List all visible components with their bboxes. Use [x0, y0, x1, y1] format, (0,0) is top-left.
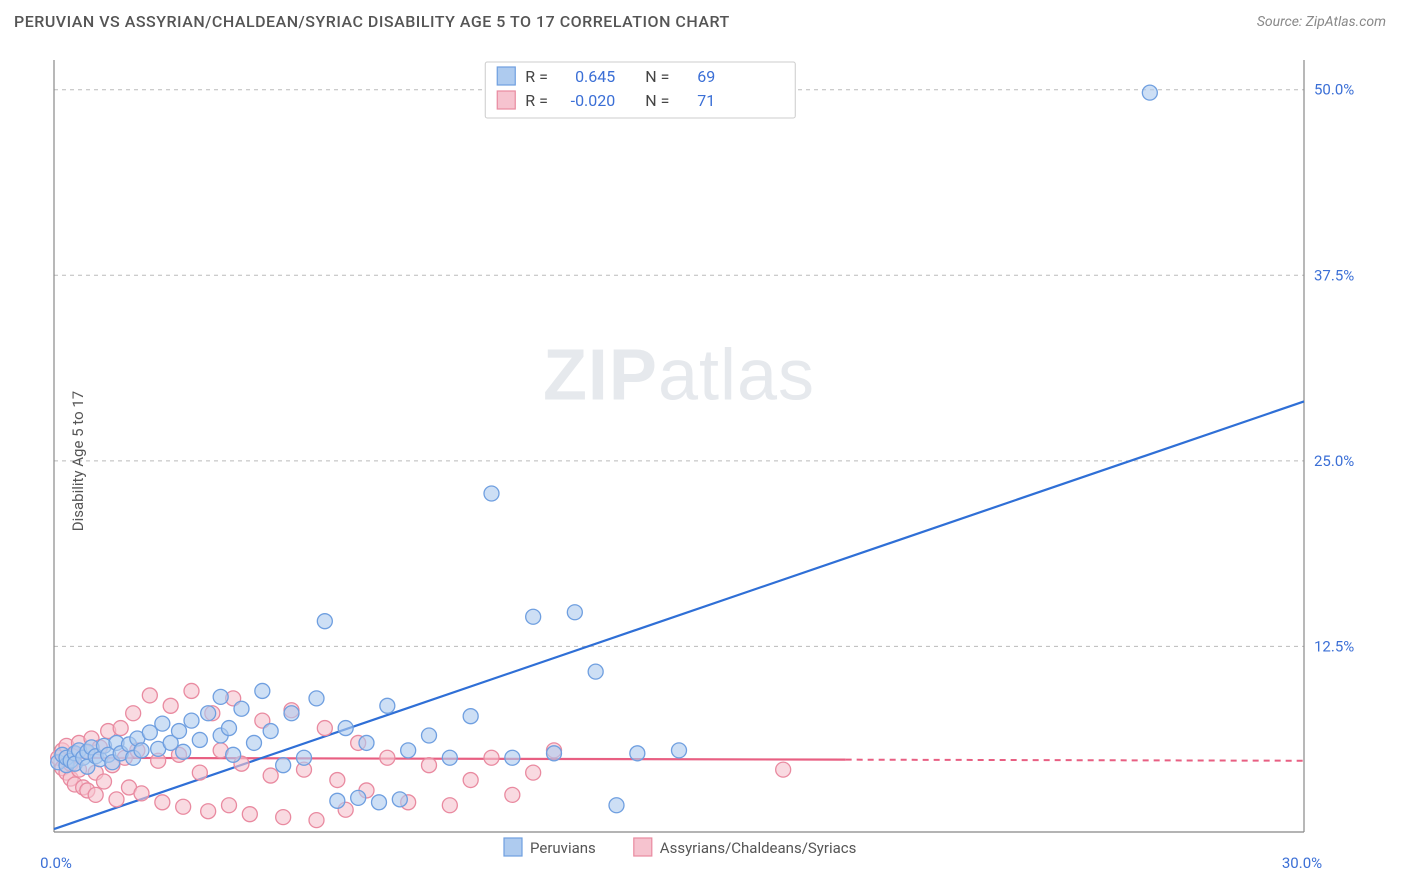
- data-point: [276, 758, 291, 773]
- data-point: [192, 732, 207, 747]
- legend-n-value: 69: [697, 67, 715, 86]
- legend-swatch: [634, 838, 652, 856]
- x-tick-label: 0.0%: [40, 854, 72, 872]
- data-point: [330, 793, 345, 808]
- legend-r-label: R =: [525, 67, 548, 86]
- data-point: [97, 774, 112, 789]
- data-point: [184, 683, 199, 698]
- data-point: [309, 691, 324, 706]
- data-point: [505, 787, 520, 802]
- data-point: [359, 735, 374, 750]
- data-point: [155, 795, 170, 810]
- legend-r-label: R =: [525, 91, 548, 110]
- data-point: [317, 721, 332, 736]
- data-point: [176, 744, 191, 759]
- data-point: [255, 683, 270, 698]
- data-point: [672, 743, 687, 758]
- data-point: [505, 750, 520, 765]
- data-point: [234, 701, 249, 716]
- chart-title: PERUVIAN VS ASSYRIAN/CHALDEAN/SYRIAC DIS…: [14, 12, 730, 31]
- legend-n-value: 71: [697, 91, 715, 110]
- data-point: [547, 746, 562, 761]
- legend-series-label: Peruvians: [530, 839, 596, 857]
- data-point: [134, 743, 149, 758]
- data-point: [126, 706, 141, 721]
- data-point: [1142, 85, 1157, 100]
- data-point: [201, 804, 216, 819]
- legend-swatch: [497, 91, 515, 109]
- data-point: [776, 762, 791, 777]
- data-point: [392, 792, 407, 807]
- data-point: [526, 765, 541, 780]
- chart-source: Source: ZipAtlas.com: [1257, 14, 1386, 30]
- data-point: [142, 688, 157, 703]
- watermark: ZIPatlas: [543, 336, 815, 416]
- legend-r-value: -0.020: [571, 91, 616, 110]
- data-point: [567, 605, 582, 620]
- data-point: [380, 698, 395, 713]
- data-point: [226, 747, 241, 762]
- data-point: [284, 706, 299, 721]
- data-point: [484, 486, 499, 501]
- data-point: [297, 750, 312, 765]
- data-point: [213, 689, 228, 704]
- data-point: [463, 773, 478, 788]
- y-tick-label: 50.0%: [1314, 81, 1354, 99]
- scatter-chart: ZIPatlas 12.5% 25.0% 37.5% 50.0% 0.0% 30.0% R =…: [14, 44, 1392, 878]
- y-tick-label: 12.5%: [1314, 637, 1354, 655]
- data-point: [309, 813, 324, 828]
- data-point: [176, 799, 191, 814]
- data-point: [276, 810, 291, 825]
- data-point: [330, 773, 345, 788]
- legend-swatch: [497, 67, 515, 85]
- data-point: [201, 706, 216, 721]
- data-point: [463, 709, 478, 724]
- data-point: [222, 798, 237, 813]
- data-point: [109, 792, 124, 807]
- y-tick-label: 25.0%: [1314, 452, 1354, 470]
- y-axis-label: Disability Age 5 to 17: [69, 391, 87, 531]
- data-point: [442, 798, 457, 813]
- data-point: [184, 713, 199, 728]
- y-tick-label: 37.5%: [1314, 266, 1354, 284]
- data-point: [113, 721, 128, 736]
- data-point: [155, 716, 170, 731]
- data-point: [192, 765, 207, 780]
- legend-r-value: 0.645: [575, 67, 615, 86]
- data-point: [422, 728, 437, 743]
- data-point: [442, 750, 457, 765]
- data-point: [242, 807, 257, 822]
- data-point: [588, 664, 603, 679]
- data-point: [422, 758, 437, 773]
- data-point: [247, 735, 262, 750]
- legend-n-label: N =: [645, 91, 669, 110]
- data-point: [609, 798, 624, 813]
- data-point: [526, 609, 541, 624]
- data-point: [317, 614, 332, 629]
- legend-series-label: Assyrians/Chaldeans/Syriacs: [660, 839, 857, 857]
- data-point: [484, 750, 499, 765]
- x-tick-label: 30.0%: [1282, 854, 1322, 872]
- data-point: [172, 724, 187, 739]
- data-point: [163, 698, 178, 713]
- data-point: [380, 750, 395, 765]
- data-point: [88, 787, 103, 802]
- data-point: [630, 746, 645, 761]
- data-point: [222, 721, 237, 736]
- data-point: [263, 724, 278, 739]
- data-point: [401, 743, 416, 758]
- legend-swatch: [504, 838, 522, 856]
- data-point: [372, 795, 387, 810]
- chart-area: Disability Age 5 to 17 ZIPatlas 12.5% 25.0…: [14, 44, 1392, 878]
- chart-header: PERUVIAN VS ASSYRIAN/CHALDEAN/SYRIAC DIS…: [0, 0, 1406, 39]
- legend-n-label: N =: [645, 67, 669, 86]
- data-point: [134, 786, 149, 801]
- data-point: [263, 768, 278, 783]
- trend-line-extrapolated: [846, 760, 1304, 761]
- data-point: [351, 790, 366, 805]
- data-point: [338, 721, 353, 736]
